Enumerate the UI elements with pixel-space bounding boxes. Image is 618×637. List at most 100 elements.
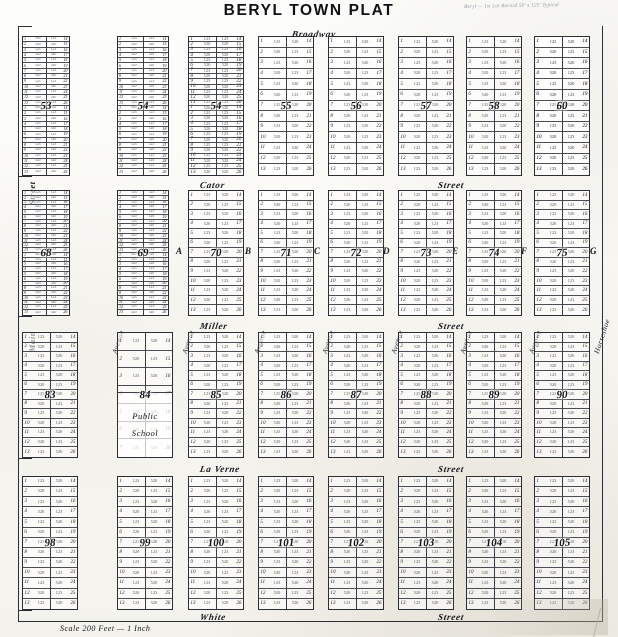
lot-row[interactable]: 26 123 (46, 100, 69, 106)
lot-row[interactable]: 9 520 (23, 290, 46, 296)
block-55[interactable]: 1 123 2 520 3 123 4 520 5 123 6 520 7 123 8 520 9 123 10 52… (258, 36, 314, 176)
lot-row[interactable]: 16 123 (216, 47, 243, 53)
lot-row[interactable]: 3 520 (189, 115, 216, 122)
lot-row[interactable]: 21 520 (143, 224, 168, 230)
block-87[interactable]: 1 123 2 520 3 123 4 520 5 123 6 520 7 123 8 520 9 123 10 52… (328, 332, 384, 458)
block-60[interactable]: 1 123 2 520 3 123 4 520 5 123 6 520 7 123 8 520 9 123 10 52… (534, 36, 590, 176)
lot-row[interactable]: 21 520 (143, 74, 168, 80)
block-88[interactable]: 1 123 2 520 3 123 4 520 5 123 6 520 7 123 8 520 9 123 10 52… (398, 332, 454, 458)
lot-row[interactable]: 8 123 (118, 142, 143, 149)
lot-row[interactable]: 19 520 (216, 62, 243, 69)
lot-row[interactable]: 26 123 (143, 247, 168, 253)
lot-row[interactable]: 16 123 (143, 200, 168, 206)
lot-row[interactable]: 15 520 (46, 195, 69, 201)
lot-row[interactable]: 26 123 (46, 247, 69, 253)
lot-row[interactable]: 7 520 (23, 281, 46, 287)
lot-row[interactable]: 23 520 (216, 84, 243, 90)
block-73[interactable]: 1 123 2 520 3 123 4 520 5 123 6 520 7 123 8 520 9 123 10 52… (398, 190, 454, 316)
lot-row[interactable]: 17 520 (143, 52, 168, 59)
